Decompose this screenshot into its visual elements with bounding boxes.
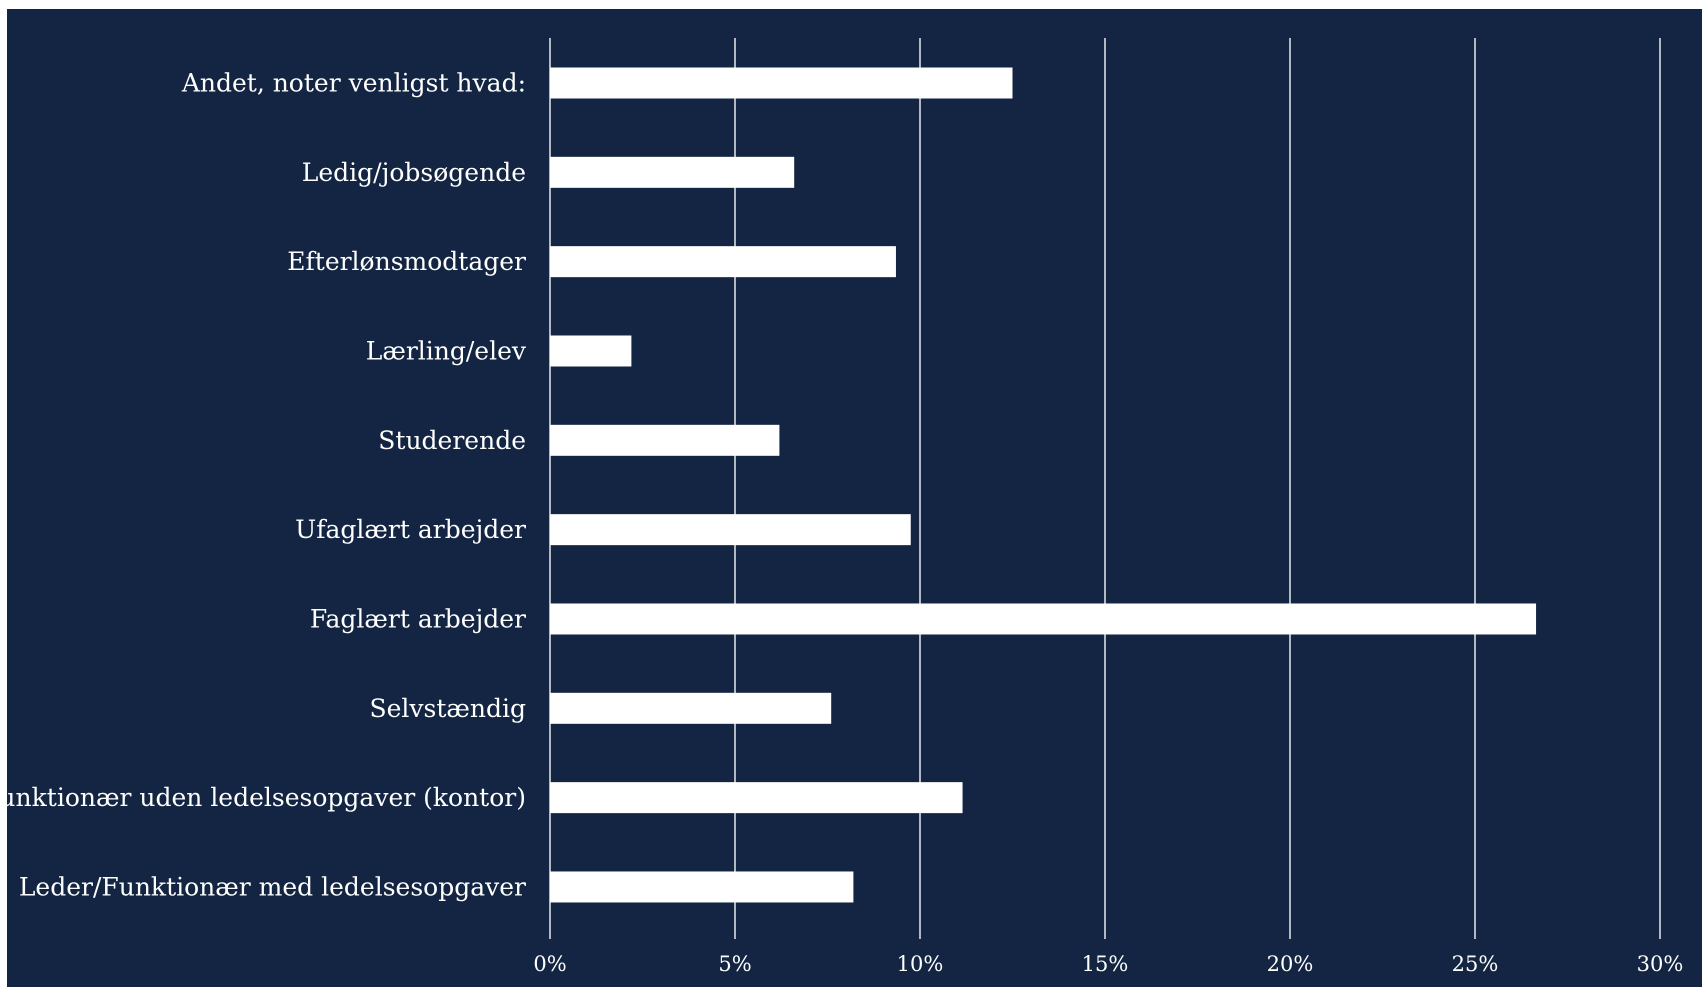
bar-7	[550, 692, 832, 724]
category-label-4: Studerende	[378, 426, 526, 455]
bar-5	[550, 514, 911, 546]
x-tick-labels: 0% 5% 10% 15% 20% 25% 30%	[533, 952, 1683, 976]
category-label-2: Efterlønsmodtager	[287, 247, 526, 276]
bar-3	[550, 335, 632, 367]
category-label-6: Faglært arbejder	[310, 604, 526, 633]
x-tick-label-5: 25%	[1452, 952, 1499, 976]
x-tick-label-3: 15%	[1082, 952, 1129, 976]
bar-2	[550, 246, 896, 278]
bar-0	[550, 67, 1013, 99]
chart-panel: Andet, noter venligst hvad: Ledig/jobsøge…	[7, 9, 1702, 987]
category-label-3: Lærling/elev	[366, 336, 527, 365]
x-tick-label-2: 10%	[897, 952, 944, 976]
gridlines	[549, 38, 1661, 939]
x-tick-label-0: 0%	[533, 952, 566, 976]
bar-1	[550, 156, 795, 188]
chart-background	[7, 9, 1702, 987]
bar-6	[550, 603, 1537, 635]
bar-chart: Andet, noter venligst hvad: Ledig/jobsøge…	[7, 9, 1702, 987]
x-tick-label-4: 20%	[1267, 952, 1314, 976]
category-labels: Andet, noter venligst hvad: Ledig/jobsøge…	[7, 69, 527, 902]
bar-4	[550, 424, 780, 456]
category-label-7: Selvstændig	[369, 694, 526, 723]
x-tick-label-6: 30%	[1637, 952, 1684, 976]
category-label-8: Funktionær uden ledelsesopgaver (kontor)	[7, 783, 526, 812]
bar-9	[550, 871, 854, 903]
bars	[550, 67, 1537, 903]
bar-8	[550, 782, 963, 814]
category-label-0: Andet, noter venligst hvad:	[181, 69, 526, 98]
category-label-5: Ufaglært arbejder	[295, 515, 526, 544]
category-label-9: Leder/Funktionær med ledelsesopgaver	[19, 872, 526, 901]
category-label-1: Ledig/jobsøgende	[302, 158, 526, 187]
x-tick-label-1: 5%	[718, 952, 751, 976]
